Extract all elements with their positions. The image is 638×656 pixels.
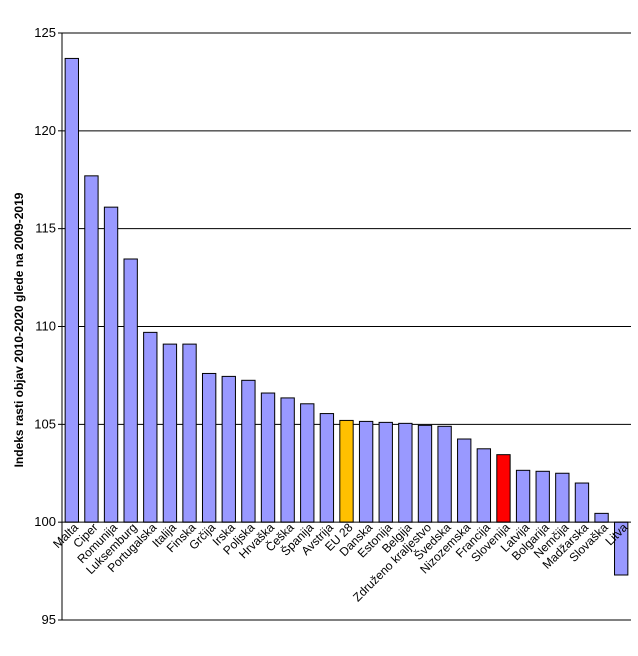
bar-19 [437,425,452,523]
bar-17 [398,422,413,523]
bar-26 [574,482,590,523]
y-axis-title: Indeks rasti objav 2010-2020 glede na 20… [12,192,26,467]
bar-2 [103,206,119,523]
bar-10 [260,392,276,523]
bar-18 [417,424,433,523]
bar-8 [221,375,236,523]
bar-20 [457,438,472,523]
bar-7 [201,372,217,523]
bars [64,57,629,576]
bar-23 [515,469,531,523]
bar-15 [358,420,374,523]
bar-4 [143,331,158,523]
y-tick-label: 125 [34,25,56,40]
bar-24 [535,470,550,523]
bar-0 [64,57,79,523]
bar-22 [496,454,511,523]
y-tick-label: 115 [35,221,56,236]
bar-27 [594,512,609,523]
bar-12 [300,403,315,523]
bar-13 [319,413,335,523]
bar-25 [555,472,570,523]
y-tick-label: 95 [42,612,56,627]
bar-1 [84,175,99,523]
bar-3 [123,258,138,523]
bar-5 [162,343,178,523]
bar-11 [280,397,295,523]
bar-6 [182,343,197,523]
y-tick-label: 120 [34,123,56,138]
y-tick-label: 100 [34,514,56,529]
bar-16 [378,421,393,523]
bar-21 [476,448,492,523]
x-category-labels: MaltaCiperRomunijaLuksemburgPortugalskaI… [50,519,630,604]
y-tick-label: 110 [35,319,56,334]
y-tick-label: 105 [34,416,56,431]
y-tick-labels: 95 100 105 110 115 120 125 [34,25,62,627]
bar-9 [241,379,256,523]
bar-14 [339,419,354,523]
